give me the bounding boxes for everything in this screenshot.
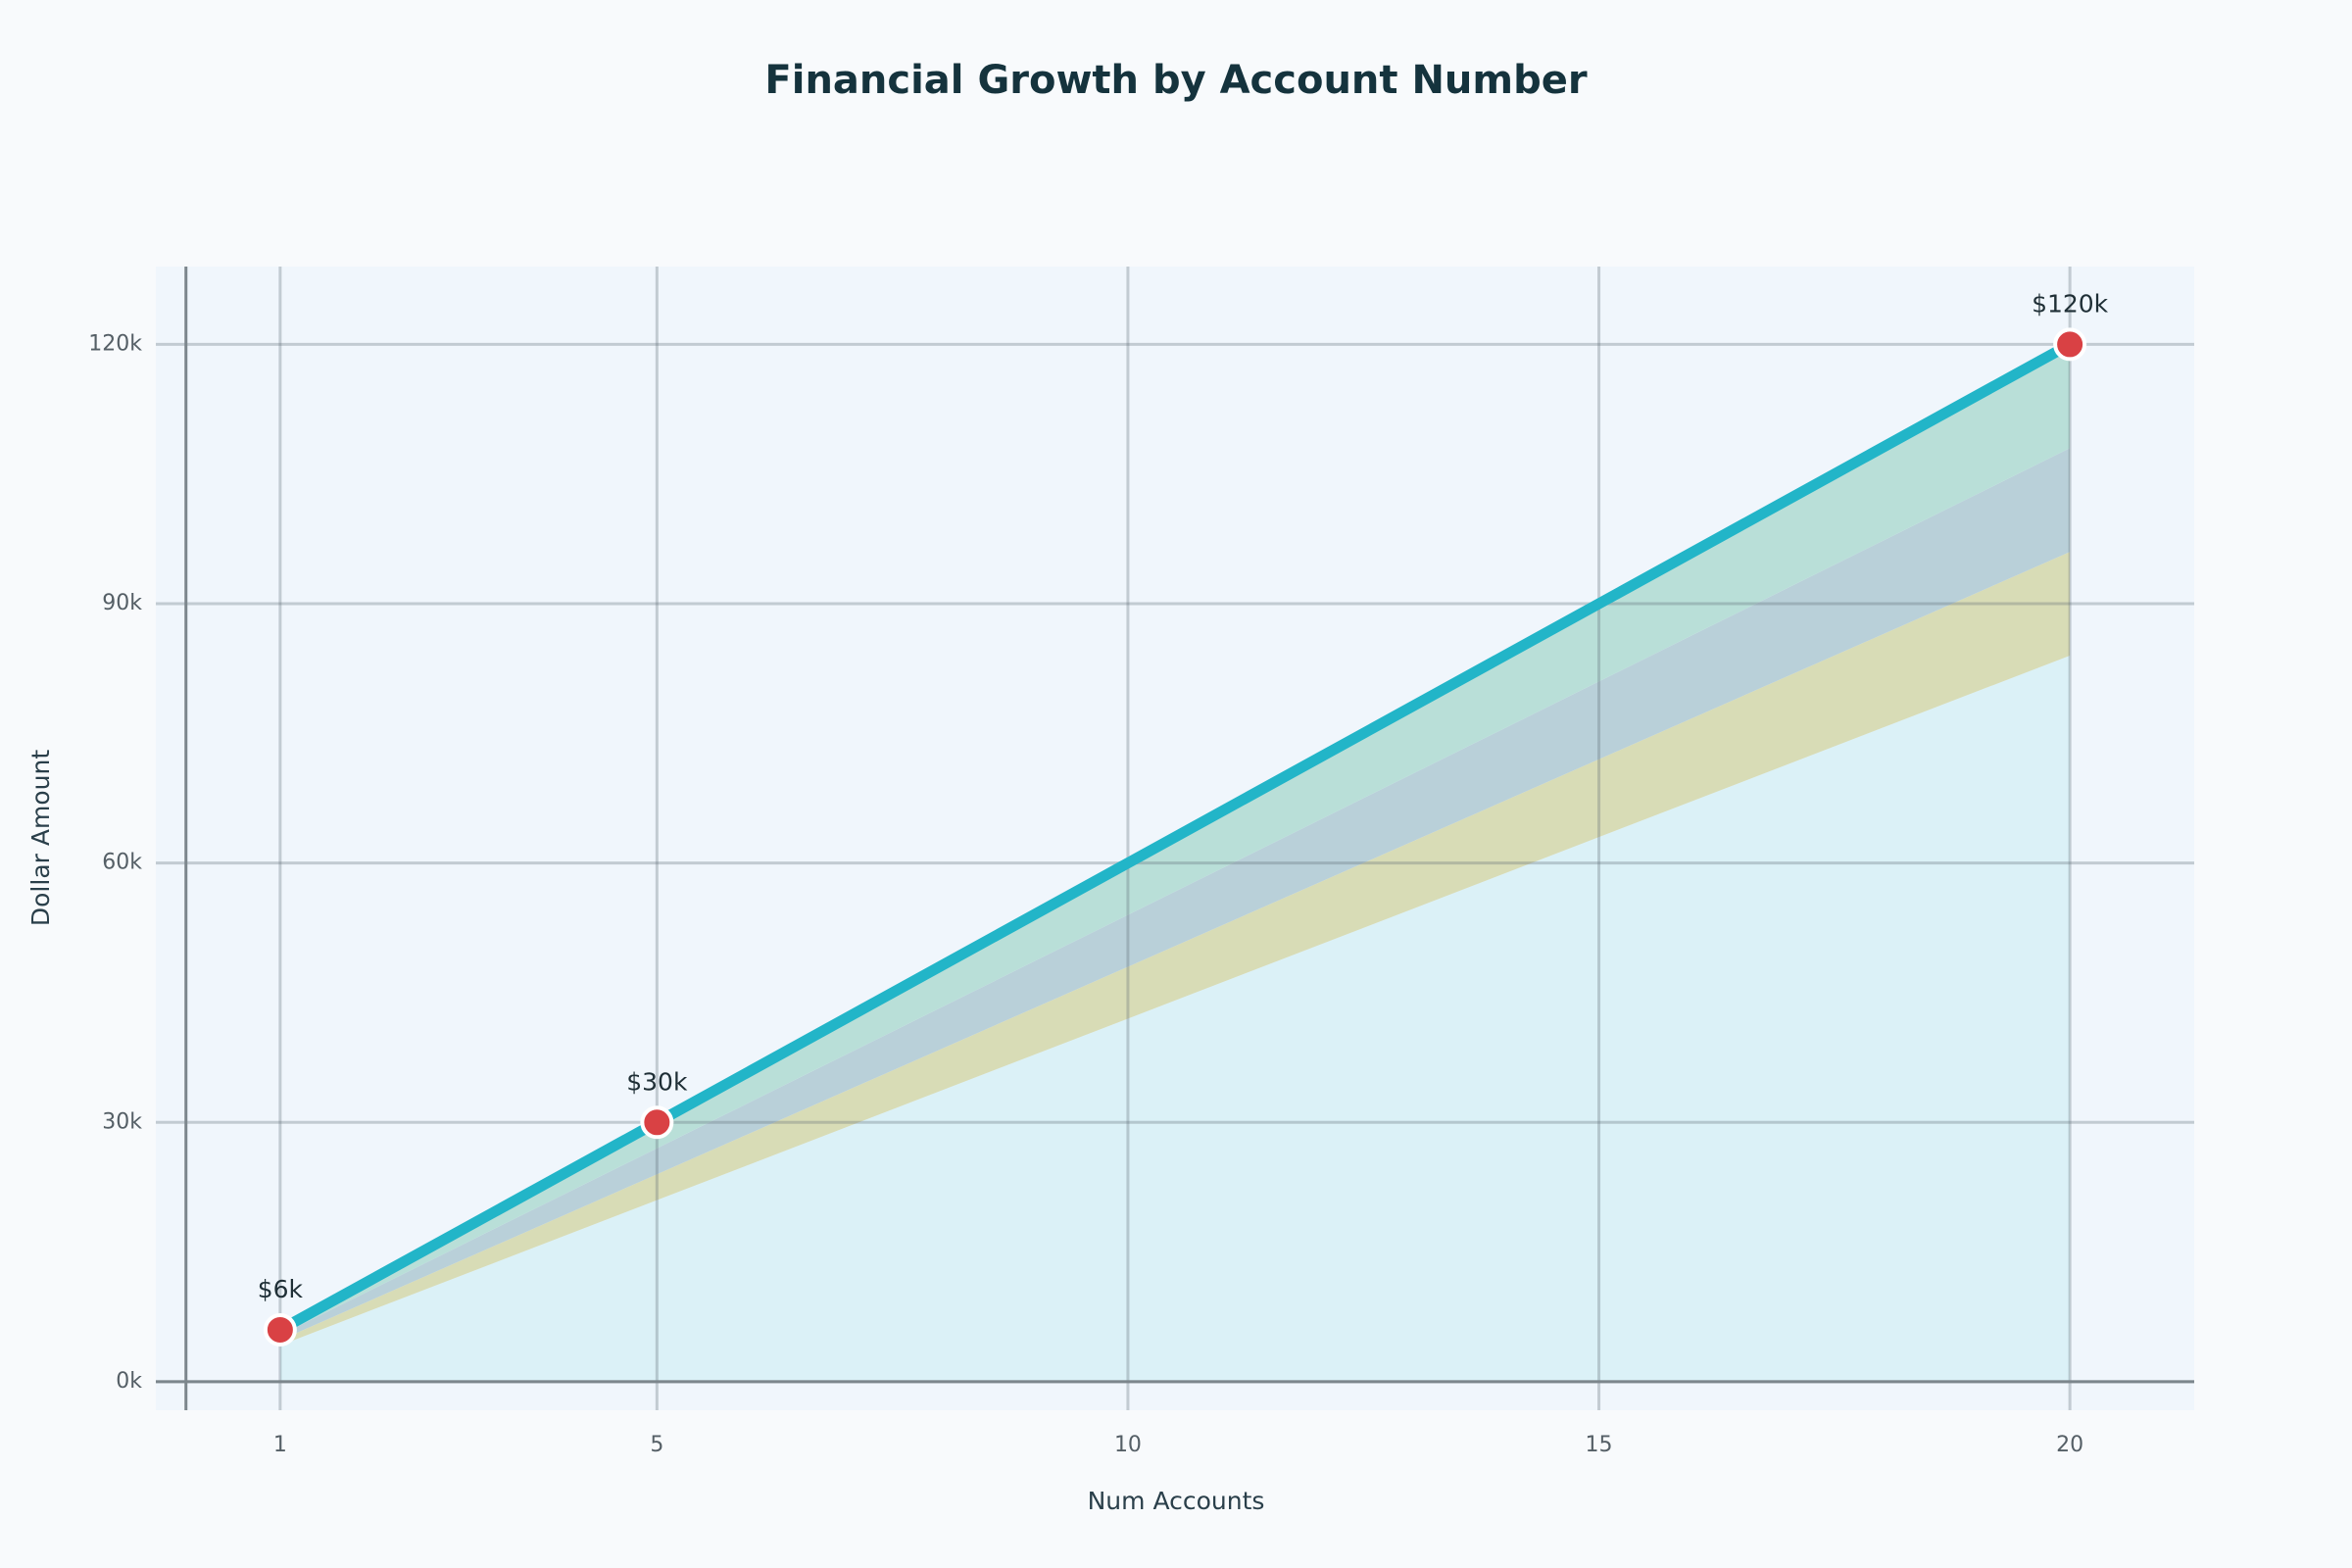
value-label: $120k bbox=[2032, 289, 2109, 318]
band-area bbox=[279, 448, 2071, 1341]
value-label: $6k bbox=[258, 1275, 304, 1303]
chart-title: Financial Growth by Account Number bbox=[764, 58, 1587, 103]
x-tick-label: 5 bbox=[650, 1433, 663, 1457]
marker bbox=[640, 1105, 674, 1140]
y-tick-label: 90k bbox=[102, 591, 142, 615]
x-tick-label: 1 bbox=[273, 1433, 287, 1457]
y-tick-label: 30k bbox=[102, 1109, 142, 1134]
value-label: $30k bbox=[626, 1067, 688, 1096]
y-axis-title: Dollar Amount bbox=[26, 750, 55, 926]
x-tick-label: 15 bbox=[1586, 1433, 1613, 1457]
band-area bbox=[279, 552, 2071, 1346]
band-area bbox=[279, 655, 2071, 1382]
marker bbox=[2053, 327, 2087, 362]
y-tick-label: 120k bbox=[88, 331, 142, 356]
y-tick-label: 0k bbox=[116, 1369, 142, 1394]
x-tick-label: 10 bbox=[1114, 1433, 1142, 1457]
y-tick-label: 60k bbox=[102, 851, 142, 875]
x-tick-label: 20 bbox=[2056, 1433, 2083, 1457]
x-axis-title: Num Accounts bbox=[1088, 1487, 1265, 1515]
marker bbox=[263, 1312, 297, 1347]
